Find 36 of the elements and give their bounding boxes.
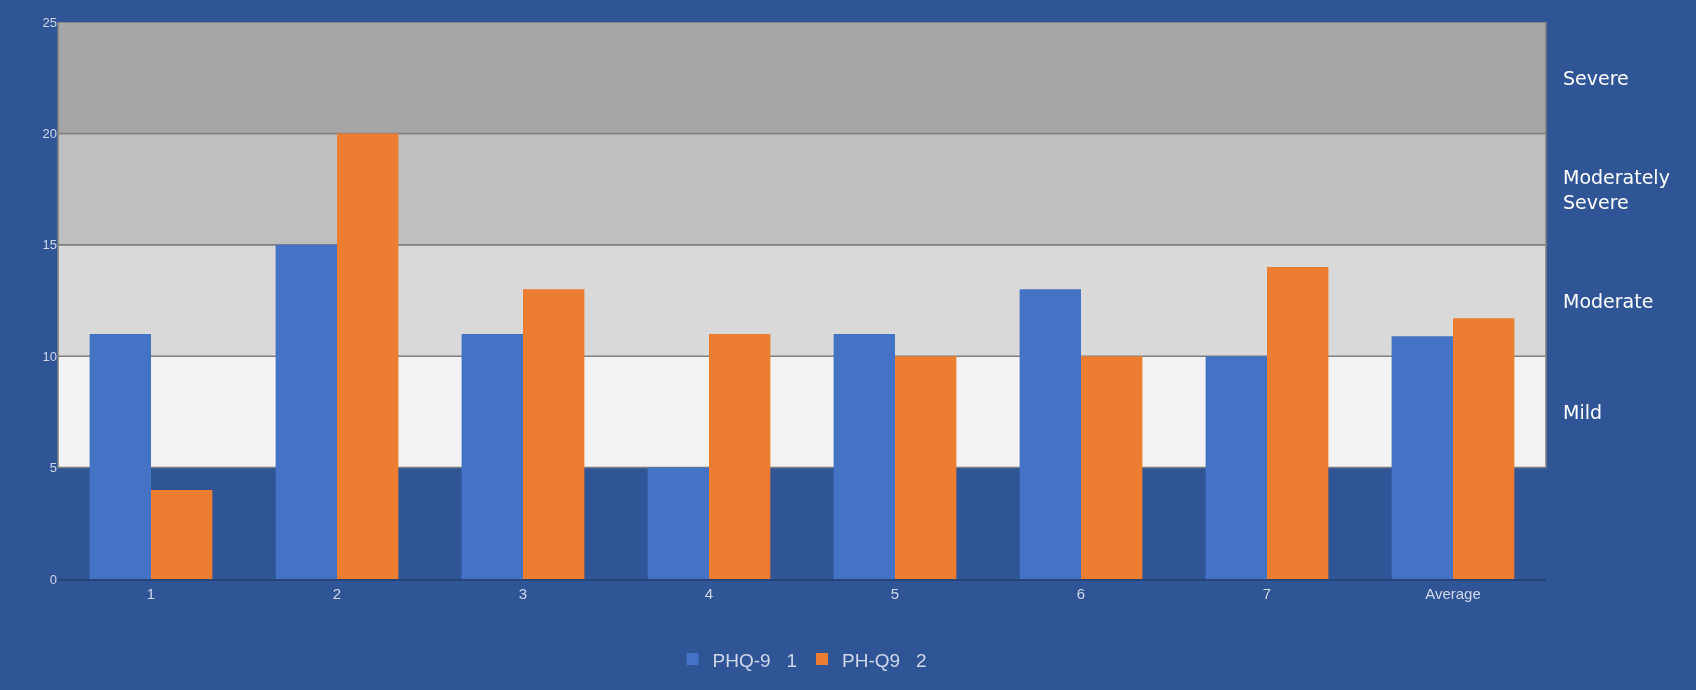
y-tick-label: 0 <box>49 571 57 587</box>
band-label: Mild <box>1563 401 1603 423</box>
x-tick-label: 4 <box>704 585 714 602</box>
bar <box>151 489 213 579</box>
bar <box>1205 356 1267 579</box>
x-tick-label: 2 <box>332 585 342 602</box>
bar <box>1391 336 1453 579</box>
y-tick-label: 15 <box>42 237 57 253</box>
bar <box>89 333 151 579</box>
bar <box>1019 289 1081 579</box>
bar <box>337 133 399 579</box>
legend-label: PH-Q9 2 <box>841 649 927 671</box>
bar <box>1453 318 1515 579</box>
bar <box>461 333 523 579</box>
x-tick-label: 6 <box>1076 585 1086 602</box>
bar <box>895 356 957 579</box>
x-tick-label: Average <box>1425 585 1481 602</box>
x-tick-label: 1 <box>146 585 156 602</box>
y-tick-label: 5 <box>49 460 57 476</box>
y-tick-label: 20 <box>42 125 57 141</box>
y-tick-label: 10 <box>42 348 57 364</box>
band-label: Severe <box>1563 67 1629 89</box>
bar <box>833 333 895 579</box>
band-label: Moderate <box>1563 290 1654 312</box>
bar <box>523 289 585 579</box>
x-tick-label: 7 <box>1262 585 1272 602</box>
bar <box>709 333 771 579</box>
legend-label: PHQ-9 1 <box>712 649 797 671</box>
band-label: Moderately Severe <box>1563 166 1670 213</box>
bar <box>647 467 709 579</box>
x-tick-label: 3 <box>518 585 528 602</box>
bar <box>275 244 337 579</box>
bar <box>1267 267 1329 579</box>
x-tick-label: 5 <box>890 585 900 602</box>
bar <box>1081 356 1143 579</box>
y-tick-label: 25 <box>42 14 57 30</box>
